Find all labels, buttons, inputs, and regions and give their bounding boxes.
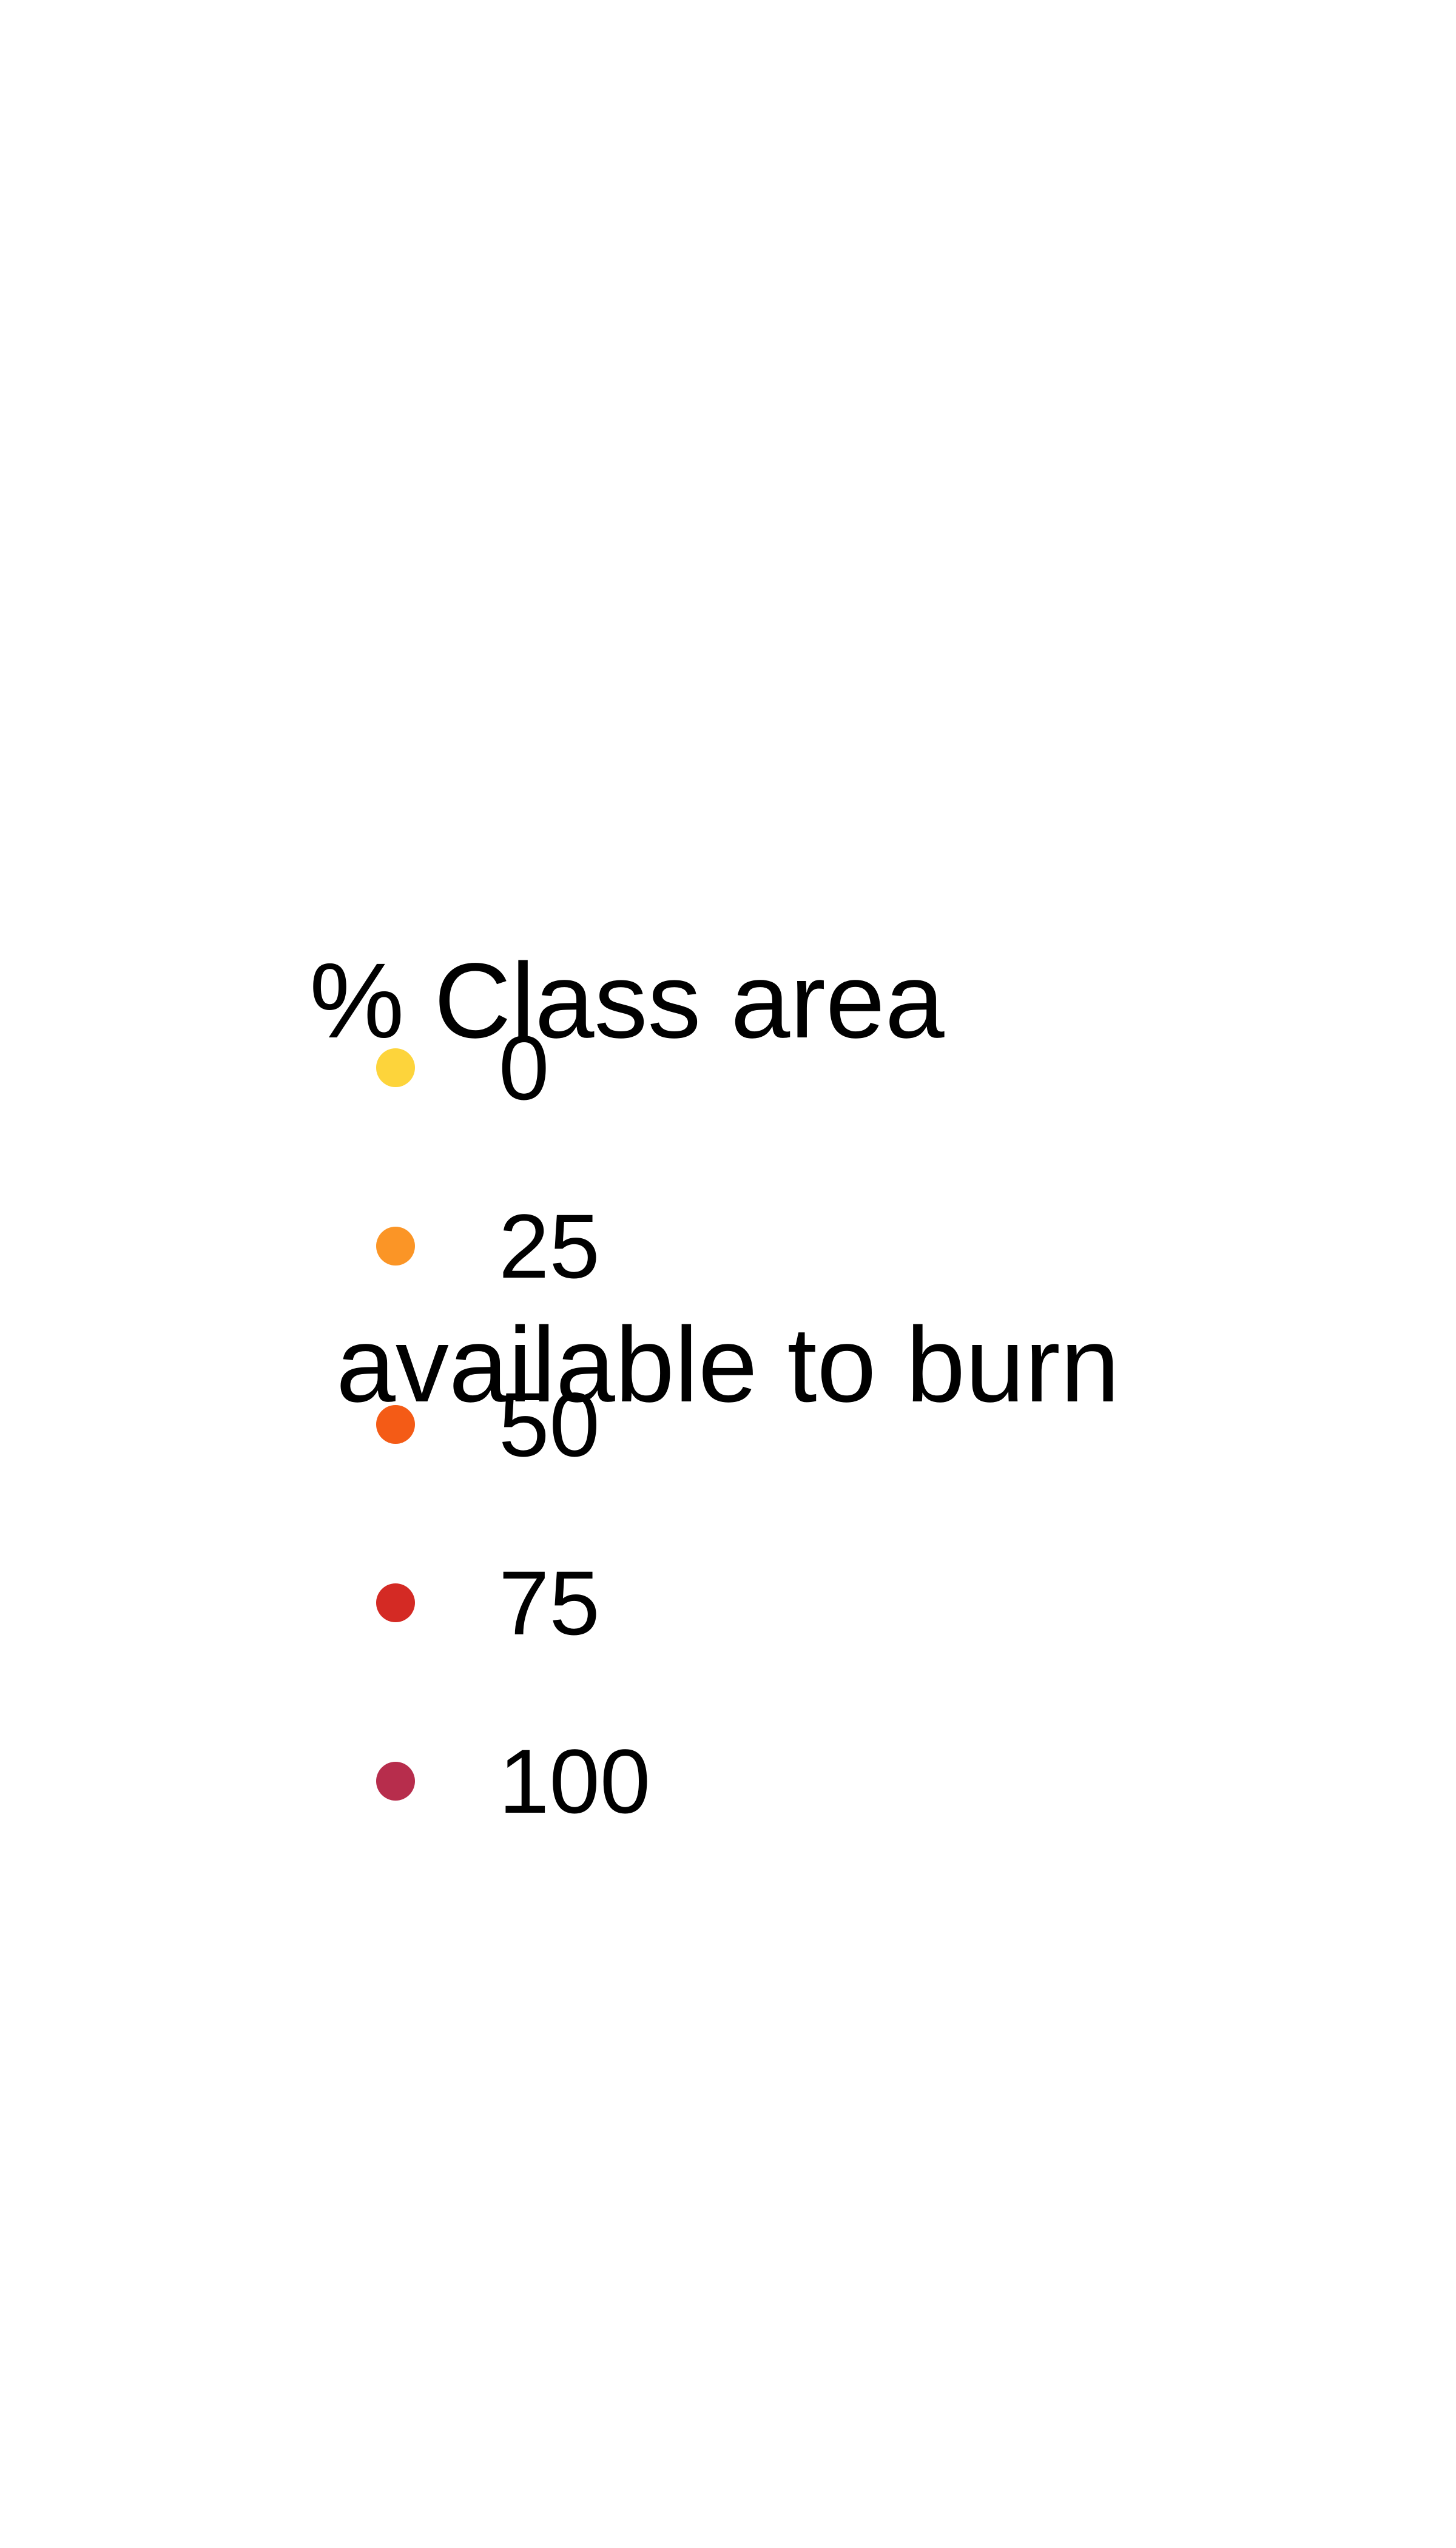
legend-dot-25 — [376, 1227, 415, 1266]
legend-dot-75 — [376, 1583, 415, 1622]
legend-item-50: 50 — [364, 1376, 971, 1473]
legend-dot-100 — [376, 1762, 415, 1801]
legend-label-50: 50 — [499, 1373, 600, 1475]
legend-title-line-1: % Class area — [309, 942, 945, 1060]
legend-label-0: 0 — [499, 1017, 550, 1119]
legend-title: % Class area available to burn — [309, 698, 1280, 1668]
legend-label-100: 100 — [499, 1730, 651, 1832]
legend-item-25: 25 — [364, 1198, 971, 1295]
legend-item-75: 75 — [364, 1554, 971, 1651]
legend-item-0: 0 — [364, 1019, 971, 1116]
legend-item-100: 100 — [364, 1733, 971, 1830]
legend-title-line-2: available to burn — [336, 1306, 1120, 1424]
legend-dot-50 — [376, 1405, 415, 1444]
legend-dot-0 — [376, 1048, 415, 1087]
legend-label-75: 75 — [499, 1552, 600, 1654]
legend-label-25: 25 — [499, 1195, 600, 1297]
